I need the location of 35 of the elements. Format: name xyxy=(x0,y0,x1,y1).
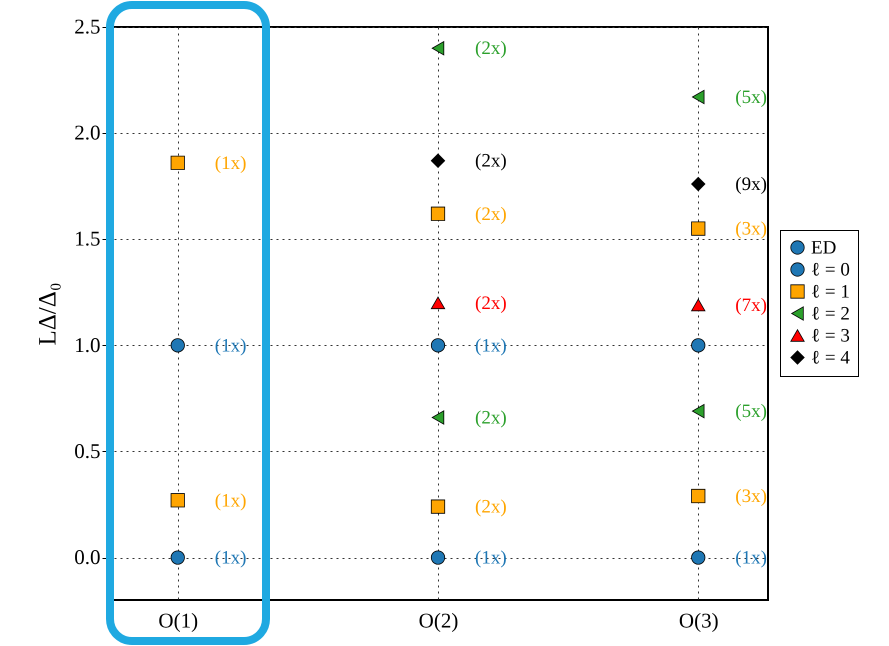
annotation: (1x) xyxy=(475,335,507,356)
legend-label: ℓ = 0 xyxy=(811,260,850,280)
x-tick-label: O(2) xyxy=(418,608,458,632)
annotation: (1x) xyxy=(735,548,767,569)
y-tick-label: 1.0 xyxy=(74,332,100,357)
annotation: (1x) xyxy=(475,548,507,569)
annotation: (3x) xyxy=(735,486,767,508)
annotation: (3x) xyxy=(735,218,767,240)
y-tick-label: 0.5 xyxy=(74,438,100,463)
legend-label: ℓ = 2 xyxy=(811,304,850,324)
annotation: (2x) xyxy=(475,496,507,518)
legend-label: ℓ = 4 xyxy=(811,348,850,368)
legend-label: ℓ = 1 xyxy=(811,282,850,302)
y-tick-label: 0.0 xyxy=(74,545,100,570)
y-axis-title: LΔ/Δ₀ xyxy=(34,282,62,346)
annotation: (1x) xyxy=(214,490,246,512)
annotation: (2x) xyxy=(475,38,507,60)
annotation: (7x) xyxy=(735,295,767,316)
y-tick-label: 2.5 xyxy=(74,14,100,38)
y-tick-label: 1.5 xyxy=(74,226,100,251)
annotation: (2x) xyxy=(475,292,507,314)
y-tick-label: 2.0 xyxy=(74,120,100,145)
annotation: (1x) xyxy=(214,335,246,356)
annotation: (2x) xyxy=(475,407,507,428)
annotation: (5x) xyxy=(735,401,767,422)
annotation: (1x) xyxy=(214,548,246,569)
legend-label: ED xyxy=(811,238,836,258)
annotation: (5x) xyxy=(735,87,767,108)
x-tick-label: O(1) xyxy=(158,608,198,632)
annotation: (2x) xyxy=(475,204,507,225)
legend-label: ℓ = 3 xyxy=(811,326,850,346)
annotation: (9x) xyxy=(735,174,767,196)
annotation: (2x) xyxy=(475,150,507,172)
annotation: (1x) xyxy=(214,152,246,174)
x-tick-label: O(3) xyxy=(678,608,719,632)
